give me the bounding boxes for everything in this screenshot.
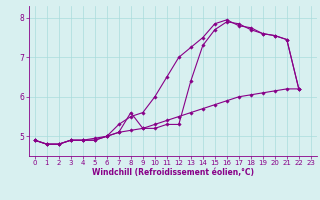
X-axis label: Windchill (Refroidissement éolien,°C): Windchill (Refroidissement éolien,°C): [92, 168, 254, 177]
